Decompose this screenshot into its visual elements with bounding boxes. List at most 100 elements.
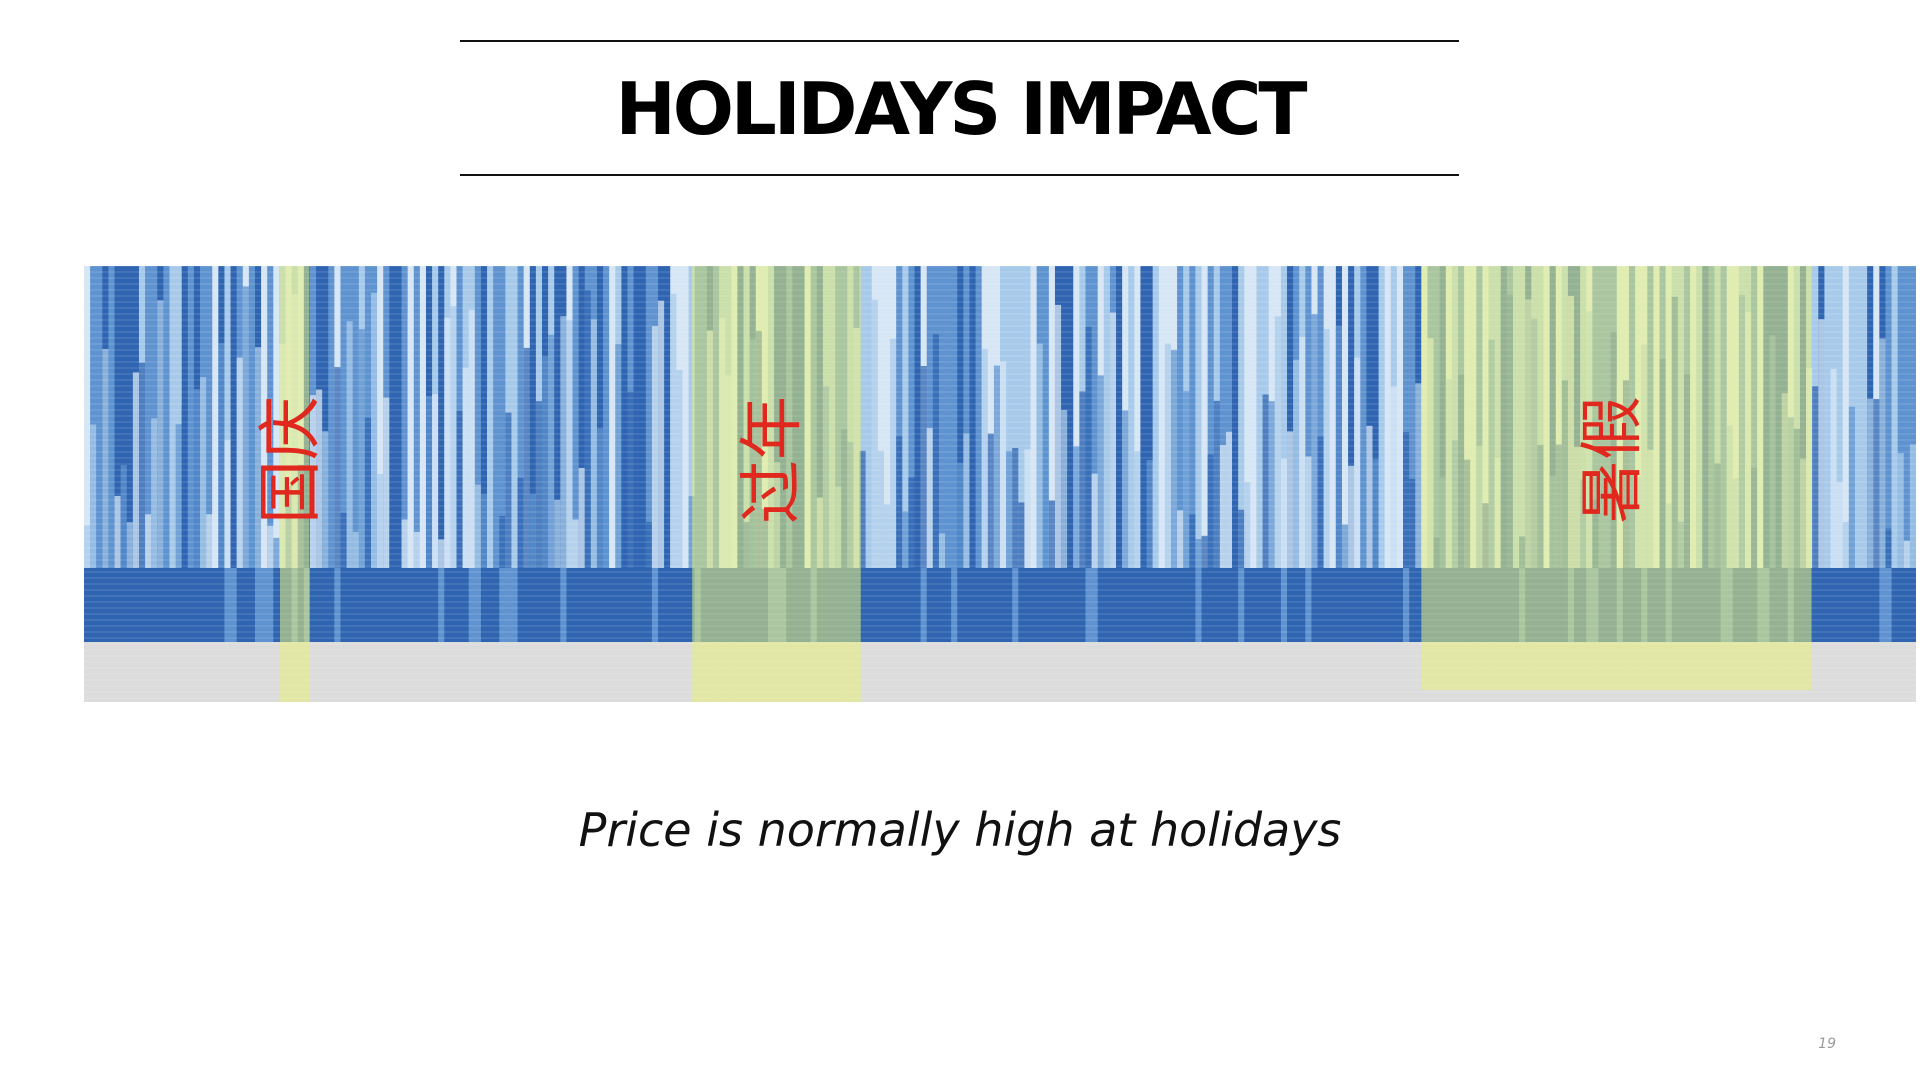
heatmap-cell: [1341, 266, 1349, 568]
heatmap-empty-cell: [493, 642, 500, 702]
heatmap-cell: [114, 266, 122, 568]
heatmap-cell: [340, 266, 348, 568]
heatmap-column: [1274, 266, 1282, 702]
heatmap-cell: [981, 348, 989, 568]
heatmap-empty-cell: [462, 642, 470, 702]
heatmap-cell: [1116, 373, 1123, 568]
heatmap-empty-cell: [1836, 642, 1844, 702]
heatmap-cell: [1219, 568, 1227, 642]
heatmap-cell: [902, 511, 909, 568]
heatmap-empty-cell: [181, 642, 189, 702]
heatmap-empty-cell: [487, 642, 494, 702]
heatmap-cell: [1085, 568, 1093, 642]
heatmap-column: [1372, 266, 1380, 702]
heatmap-cell: [96, 266, 103, 568]
heatmap-column: [529, 266, 537, 702]
heatmap-cell: [163, 568, 171, 642]
heatmap-empty-cell: [902, 642, 909, 702]
heatmap-cell: [1396, 568, 1404, 642]
heatmap-cell: [1366, 568, 1374, 642]
heatmap-cell: [114, 495, 122, 568]
heatmap-cell: [462, 568, 470, 642]
heatmap-column: [590, 266, 598, 702]
heatmap-empty-cell: [1018, 642, 1026, 702]
heatmap-cell: [908, 266, 916, 568]
heatmap-cell: [346, 568, 354, 642]
heatmap-column: [1268, 266, 1276, 702]
heatmap-cell: [371, 568, 378, 642]
heatmap-column: [560, 266, 568, 702]
heatmap-column: [1390, 266, 1398, 702]
heatmap-cell: [627, 568, 635, 642]
heatmap-empty-cell: [254, 642, 262, 702]
heatmap-cell: [200, 377, 207, 568]
heatmap-empty-cell: [883, 642, 891, 702]
heatmap-empty-cell: [596, 642, 604, 702]
heatmap-cell: [908, 477, 916, 568]
heatmap-column: [938, 266, 946, 702]
heatmap-cell: [468, 309, 476, 568]
heatmap-cell: [474, 266, 482, 568]
heatmap-cell: [951, 568, 958, 642]
heatmap-cell: [688, 496, 696, 568]
heatmap-cell: [1891, 568, 1899, 642]
heatmap-empty-cell: [1207, 642, 1215, 702]
heatmap-empty-cell: [1116, 642, 1123, 702]
heatmap-cell: [1299, 568, 1306, 642]
heatmap-cell: [676, 568, 684, 642]
heatmap-column: [1225, 266, 1233, 702]
heatmap-empty-cell: [1146, 642, 1154, 702]
heatmap-column: [157, 266, 164, 702]
heatmap-cell: [1128, 568, 1135, 642]
heatmap-column: [1189, 266, 1197, 702]
heatmap-cell: [1903, 568, 1911, 642]
heatmap-cell: [151, 568, 158, 642]
heatmap-cell: [242, 568, 250, 642]
heatmap-empty-cell: [548, 642, 555, 702]
heatmap-cell: [248, 568, 256, 642]
heatmap-empty-cell: [1885, 642, 1893, 702]
heatmap-cell: [1128, 266, 1135, 568]
heatmap-column: [651, 266, 659, 702]
heatmap-cell: [596, 568, 604, 642]
heatmap-column: [242, 266, 250, 702]
heatmap-cell: [468, 568, 476, 642]
heatmap-cell: [1073, 266, 1080, 568]
heatmap-cell: [932, 334, 940, 568]
heatmap-cell: [987, 433, 995, 568]
heatmap-column: [401, 266, 409, 702]
heatmap-cell: [493, 568, 500, 642]
heatmap-column: [1054, 266, 1062, 702]
heatmap-column: [1909, 266, 1916, 702]
heatmap-empty-cell: [371, 642, 378, 702]
heatmap-cell: [651, 568, 659, 642]
heatmap-cell: [1879, 338, 1887, 568]
heatmap-column: [145, 266, 152, 702]
heatmap-column: [957, 266, 964, 702]
heatmap-column: [535, 266, 543, 702]
heatmap-cell: [1170, 568, 1178, 642]
heatmap-cell: [432, 568, 439, 642]
heatmap-cell: [517, 477, 525, 568]
heatmap-cell: [1280, 458, 1288, 568]
heatmap-cell: [1201, 266, 1209, 568]
heatmap-empty-cell: [639, 642, 647, 702]
heatmap-empty-cell: [1219, 642, 1227, 702]
heatmap-cell: [1903, 266, 1911, 568]
heatmap-column: [688, 266, 696, 702]
heatmap-column: [383, 266, 390, 702]
heatmap-cell: [578, 568, 586, 642]
heatmap-cell: [1854, 568, 1862, 642]
heatmap-cell: [517, 568, 525, 642]
heatmap-cell: [138, 362, 146, 568]
heatmap-cell: [499, 515, 506, 568]
heatmap-empty-cell: [1897, 642, 1905, 702]
heatmap-cell: [236, 357, 244, 568]
heatmap-cell: [1274, 568, 1282, 642]
heatmap-empty-cell: [1201, 642, 1209, 702]
heatmap-column: [993, 266, 1001, 702]
heatmap-empty-cell: [1170, 642, 1178, 702]
heatmap-column: [468, 266, 476, 702]
heatmap-column: [1103, 266, 1111, 702]
heatmap-cell: [340, 512, 348, 568]
